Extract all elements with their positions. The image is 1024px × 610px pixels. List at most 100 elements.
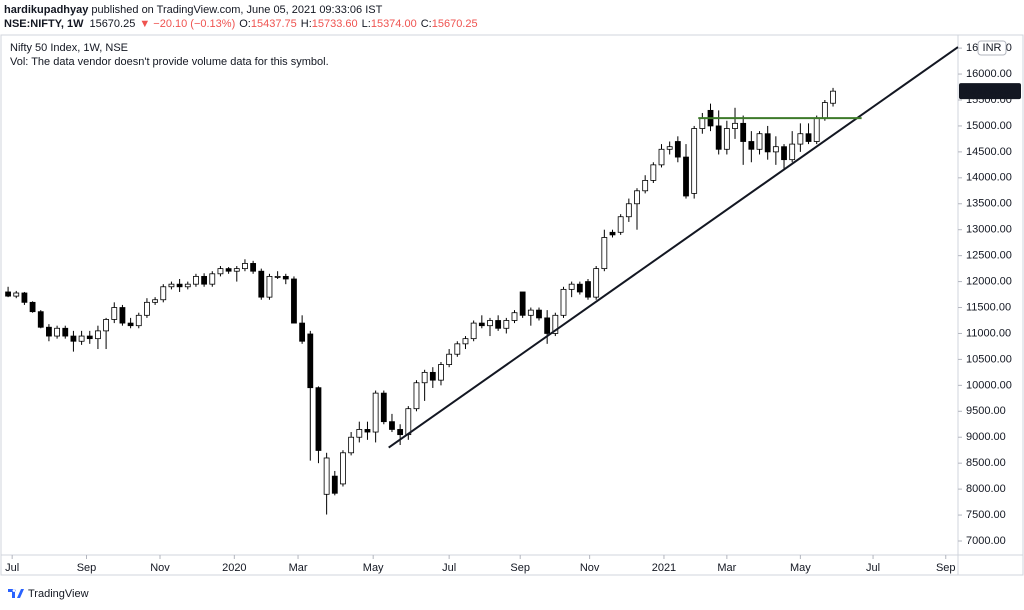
candle-body xyxy=(46,326,52,337)
brand-name: TradingView xyxy=(28,588,89,600)
symbol: NSE:NIFTY, 1W xyxy=(4,18,84,30)
candle-body xyxy=(617,216,624,233)
candle-body xyxy=(21,292,28,303)
candle-body xyxy=(805,133,812,142)
logo-icon xyxy=(8,589,24,598)
y-tick-label: 14500.00 xyxy=(966,146,1012,158)
candle-body xyxy=(715,125,722,150)
candle-body xyxy=(389,421,395,430)
candle-body xyxy=(274,275,281,278)
candle-body xyxy=(266,275,273,298)
candle-body xyxy=(340,452,346,485)
candle-body xyxy=(699,117,706,129)
y-tick-label: 12000.00 xyxy=(966,275,1012,287)
close-label: C: xyxy=(421,18,432,30)
candle-body xyxy=(217,268,224,275)
candle-body xyxy=(258,270,265,298)
y-tick-label: 13500.00 xyxy=(966,198,1012,210)
candle-body xyxy=(658,148,665,166)
candle-body xyxy=(552,314,559,334)
last-price-badge xyxy=(959,83,1021,100)
candle-body xyxy=(331,475,338,494)
x-tick-label: May xyxy=(363,562,384,574)
brand-logo: TradingView xyxy=(8,588,89,600)
x-tick-label: Jul xyxy=(866,562,880,574)
candle-body xyxy=(454,343,461,355)
candle-body xyxy=(527,309,534,316)
candle-body xyxy=(282,275,289,280)
candle-body xyxy=(86,335,93,340)
published: published on TradingView.com, June 05, 2… xyxy=(88,4,382,16)
candle-body xyxy=(748,141,755,150)
y-tick-label: 13000.00 xyxy=(966,224,1012,236)
symbol-line: NSE:NIFTY, 1W 15670.25 ▼ −20.10 (−0.13%) O:… xyxy=(4,18,478,30)
y-tick-label: 10000.00 xyxy=(966,379,1012,391)
currency-label: INR xyxy=(983,42,1002,54)
trend-line xyxy=(388,46,959,449)
x-tick-label: Sep xyxy=(77,562,97,574)
close-value: 15670.25 xyxy=(432,18,478,30)
y-tick-label: 15000.00 xyxy=(966,120,1012,132)
author: hardikupadhyay xyxy=(4,4,89,16)
candle-body xyxy=(37,311,44,328)
x-tick-label: Jul xyxy=(442,562,456,574)
x-tick-label: Mar xyxy=(717,562,736,574)
candle-body xyxy=(470,322,477,340)
candle-body xyxy=(135,314,142,327)
candle-body xyxy=(119,307,126,324)
plot xyxy=(5,46,959,515)
candle-body xyxy=(250,263,257,272)
candle-body xyxy=(152,299,159,303)
y-tick-label: 9000.00 xyxy=(966,431,1006,443)
candle-body xyxy=(813,117,820,142)
y-tick-label: 11000.00 xyxy=(966,327,1011,339)
low-value: 15374.00 xyxy=(371,18,417,30)
y-tick-label: 12500.00 xyxy=(966,250,1012,262)
candle-body xyxy=(732,122,738,129)
candle-body xyxy=(789,143,796,161)
last-price-label: 15670.25 xyxy=(964,85,1010,97)
candle-body xyxy=(380,392,387,423)
y-tick-label: 16000.00 xyxy=(966,68,1012,80)
candle-body xyxy=(740,122,747,142)
x-tick-label: Nov xyxy=(150,562,170,574)
candle-body xyxy=(560,288,567,316)
candle-body xyxy=(511,312,518,321)
candle-body xyxy=(478,322,485,327)
candle-body xyxy=(438,364,444,381)
candle-body xyxy=(95,330,101,340)
currency-badge xyxy=(977,40,1007,56)
candle-body xyxy=(642,180,649,192)
candle-body xyxy=(413,382,420,410)
candle-body xyxy=(650,164,657,181)
candle-body xyxy=(201,275,208,285)
candle-body xyxy=(5,291,11,297)
chart-frame xyxy=(0,34,1024,576)
candle-body xyxy=(772,146,779,153)
candle-body xyxy=(487,320,493,327)
candle-body xyxy=(585,281,591,298)
candle-body xyxy=(160,286,167,301)
change: ▼ −20.10 (−0.13%) xyxy=(139,18,235,30)
candle-body xyxy=(764,133,771,153)
candle-body xyxy=(111,307,118,320)
chart-subtitle: Vol: The data vendor doesn't provide vol… xyxy=(10,56,329,68)
x-tick-label: 2020 xyxy=(222,562,246,574)
candle-body xyxy=(299,322,306,342)
candle-body xyxy=(29,301,36,313)
open-label: O: xyxy=(239,18,251,30)
candle-body xyxy=(781,146,787,161)
y-tick-label: 7000.00 xyxy=(966,535,1006,547)
candle-body xyxy=(797,133,804,145)
candle-body xyxy=(446,353,453,365)
candle-body xyxy=(291,278,297,324)
candle-body xyxy=(666,146,673,150)
candle-body xyxy=(356,429,363,438)
chart-title: Nifty 50 Index, 1W, NSE xyxy=(10,42,128,54)
y-tick-label: 14000.00 xyxy=(966,172,1012,184)
candle-body xyxy=(568,283,575,290)
x-tick-label: Mar xyxy=(289,562,308,574)
candle-body xyxy=(691,128,698,194)
candle-body xyxy=(723,128,730,150)
